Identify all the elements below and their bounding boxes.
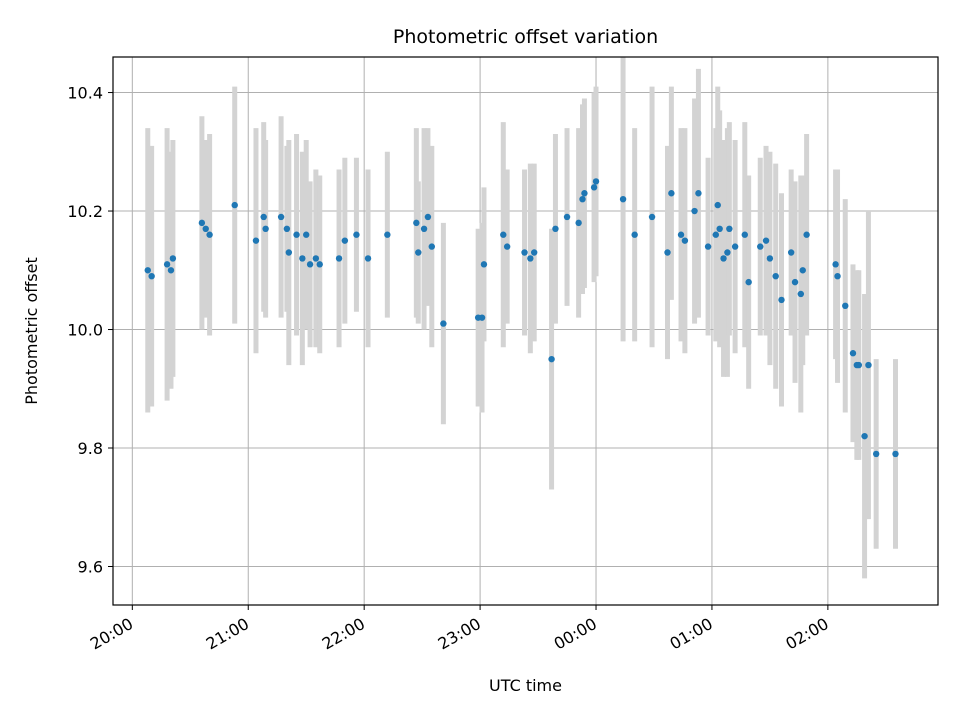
data-point [842,302,849,310]
data-point [206,231,213,238]
y-tick-label: 9.8 [78,439,103,458]
data-point [741,231,748,238]
data-point [724,249,731,256]
data-point [855,361,862,369]
data-point [306,261,314,268]
data-point [590,184,598,191]
data-point [677,231,685,238]
data-point [478,314,486,321]
data-point [163,261,171,268]
data-point [731,243,739,250]
data-point [285,249,293,256]
data-point [552,225,559,233]
data-point [619,195,627,203]
data-point [503,243,511,250]
data-point [415,249,422,256]
data-point [424,213,432,221]
data-point [772,273,779,280]
data-point [664,249,671,256]
data-point [440,320,447,327]
data-point [668,190,675,197]
data-point [148,273,155,280]
data-point [428,243,435,250]
data-point [413,219,420,227]
data-point [695,190,702,197]
data-point [575,219,582,227]
data-point [260,213,267,221]
data-point [231,201,238,209]
data-point [521,249,528,256]
data-point [745,278,752,286]
data-point [712,231,720,238]
data-point [681,237,689,244]
data-point [167,267,175,274]
data-point [803,231,810,238]
data-point [384,231,391,238]
data-point [420,225,428,233]
data-point [834,273,841,280]
plot-frame [112,56,939,606]
data-point [720,255,727,262]
data-point [872,450,880,458]
data-point [480,261,488,268]
data-point [766,255,774,262]
data-point [832,261,839,268]
data-point [778,296,785,304]
data-point [500,231,507,238]
y-tick-label: 10.2 [67,202,103,221]
data-point [791,278,799,286]
data-point [198,219,206,227]
data-point [527,255,534,262]
data-point [799,267,806,274]
data-point [704,243,712,250]
data-point [581,190,588,197]
data-point [262,225,269,233]
data-point [691,207,698,215]
data-point [726,225,733,233]
x-axis-label: UTC time [489,676,562,695]
data-point [548,355,555,363]
chart-title: Photometric offset variation [393,26,658,48]
data-point [202,225,209,233]
data-point [892,450,899,458]
y-axis-label: Photometric offset [22,257,41,405]
y-axis-ticks: 9.6 9.8 10.0 10.2 10.4 [67,84,113,576]
data-point [579,195,586,203]
data-point [303,231,310,238]
data-point [169,255,177,262]
data-point [335,255,343,262]
data-point [277,213,285,221]
data-point [530,249,538,256]
data-point [849,350,857,357]
data-point [631,231,638,238]
data-point [861,432,868,440]
data-point [787,249,795,256]
data-point [648,213,656,221]
data-point [312,255,320,262]
y-tick-label: 10.0 [67,321,103,340]
data-points [144,178,899,458]
data-point [563,213,571,221]
data-point [316,261,323,268]
data-point [293,231,300,238]
data-point [299,255,306,262]
data-point [144,267,151,274]
data-point [865,361,872,369]
data-point [364,255,372,262]
data-point [757,243,764,250]
data-point [762,237,770,244]
data-point [353,231,360,238]
data-point [797,290,805,298]
data-point [283,225,291,233]
data-point [716,225,723,233]
data-point [714,201,721,209]
data-point [341,237,349,244]
data-point [252,237,260,244]
y-tick-label: 9.6 [78,557,103,576]
data-point [592,178,600,185]
y-tick-label: 10.4 [67,84,103,103]
